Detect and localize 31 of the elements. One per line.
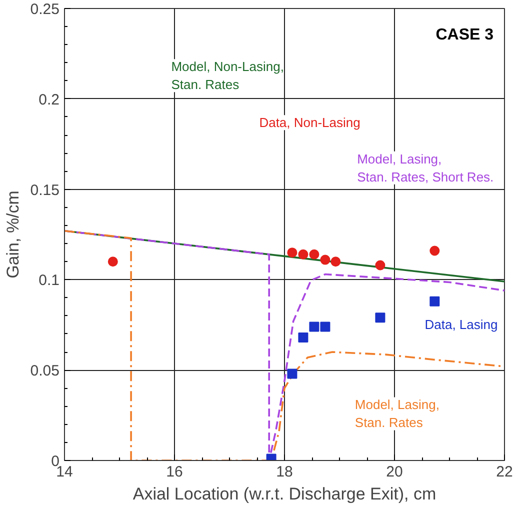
point xyxy=(287,248,298,258)
point xyxy=(375,312,386,323)
annotation: Model, Lasing, Stan. Rates, Short Res. xyxy=(357,151,494,184)
y-tick-label: 0.05 xyxy=(30,362,60,380)
y-tick-label: 0.2 xyxy=(38,91,60,108)
point xyxy=(430,296,440,306)
point xyxy=(320,322,330,332)
point xyxy=(320,254,330,265)
annotation: Data, Lasing xyxy=(424,316,498,332)
point xyxy=(108,256,118,267)
annotation: CASE 3 xyxy=(436,26,494,44)
point xyxy=(430,246,440,256)
annotation: Data, Non-Lasing xyxy=(259,115,360,130)
annotation: Model, Lasing, Stan. Rates xyxy=(354,397,440,430)
point xyxy=(375,260,386,270)
x-tick-label: 22 xyxy=(496,464,513,480)
point xyxy=(309,322,320,332)
point xyxy=(287,368,298,379)
point xyxy=(298,332,308,343)
y-axis-title: Gain, %/cm xyxy=(3,190,22,278)
x-tick-label: 18 xyxy=(276,464,293,480)
x-tick-label: 16 xyxy=(166,464,183,480)
point xyxy=(330,256,341,267)
x-tick-label: 20 xyxy=(386,464,403,480)
y-tick-label: 0.25 xyxy=(30,1,60,18)
y-tick-label: 0.15 xyxy=(30,182,60,199)
point xyxy=(298,249,308,260)
annotation: Model, Non-Lasing, Stan. Rates xyxy=(171,59,284,92)
y-tick-label: 0.1 xyxy=(38,272,60,290)
x-axis-title: Axial Location (w.r.t. Discharge Exit), cm xyxy=(132,484,436,504)
point xyxy=(309,249,320,260)
